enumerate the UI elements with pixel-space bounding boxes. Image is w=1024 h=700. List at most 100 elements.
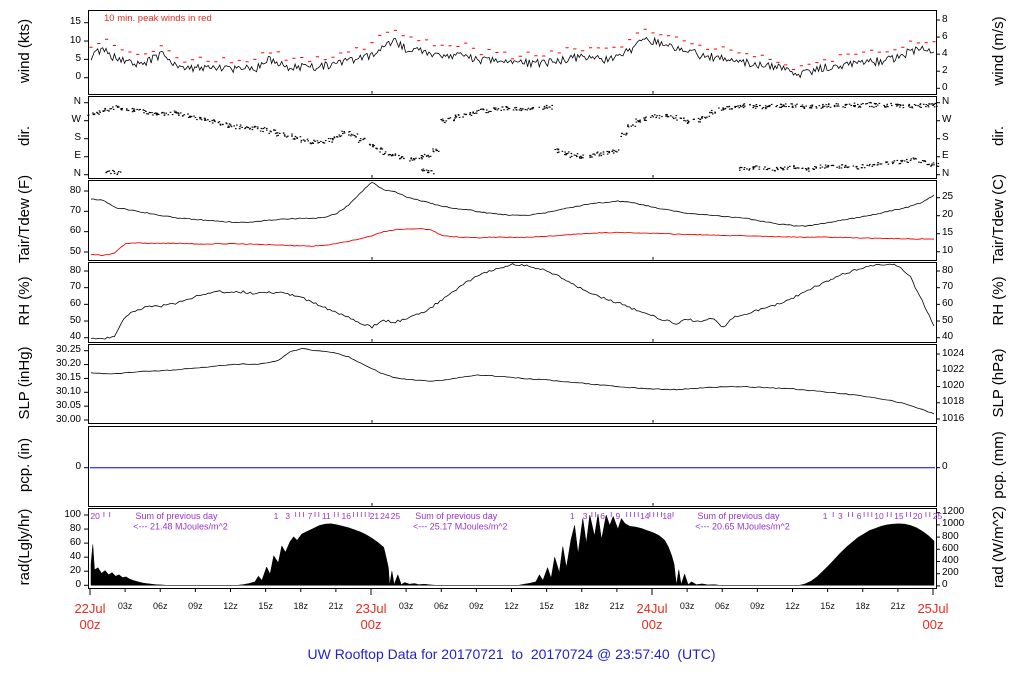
rad-cumulative-label: 14	[640, 511, 650, 521]
x-axis-hour-label: 12z	[223, 601, 238, 611]
radiation-tick-label: 400	[942, 555, 959, 566]
rad-cumulative-label: 18	[662, 511, 672, 521]
rad-cumulative-label: 10	[874, 511, 884, 521]
rad-sum-value: <--- 20.65 MJoules/m^2	[695, 522, 790, 532]
radiation-tick-label: 60	[69, 536, 81, 548]
x-axis-hour-label: 18z	[855, 601, 870, 611]
rad-cumulative-label: 24	[380, 511, 390, 521]
rad-cumulative-label: 1	[570, 511, 575, 521]
wind-tick-label: 10	[69, 34, 81, 46]
rad-sum-annotation: Sum of previous day	[135, 511, 218, 521]
pressure-tick-label: 1018	[942, 396, 965, 408]
panel-wind	[84, 10, 940, 95]
axis-title-rad-right: rad (W/m^2)	[990, 505, 1007, 589]
pressure-tick-label: 30.25	[55, 344, 81, 356]
x-axis-hour-label: 18z	[293, 601, 308, 611]
x-axis-day-label: 23Jul	[355, 601, 387, 616]
x-axis-day-hour-label: 00z	[79, 617, 101, 632]
rad-cumulative-label: 21	[370, 511, 380, 521]
radiation-tick-label: 1000	[942, 518, 965, 530]
humidity-tick-label: 50	[942, 314, 954, 326]
x-axis-hour-label: 21z	[609, 601, 625, 611]
direction-tick-label: W	[71, 114, 81, 126]
humidity-tick-label: 70	[69, 281, 81, 293]
x-axis-day-label: 25Jul	[917, 601, 949, 616]
wind-tick-label: 8	[942, 13, 948, 25]
rad-cumulative-label: 25	[933, 511, 943, 521]
rad-cumulative-label: 6	[600, 511, 605, 521]
panel-humidity	[84, 262, 940, 343]
pressure-tick-label: 30.00	[55, 413, 81, 425]
x-axis-hour-label: 15z	[820, 601, 835, 611]
rad-cumulative-label: 9	[616, 511, 621, 521]
axis-title-rad-left: rad(Lgly/hr)	[16, 508, 33, 586]
rad-cumulative-label: 6	[857, 511, 862, 521]
rad-cumulative-label: 25	[391, 511, 401, 521]
x-axis-hour-label: 12z	[785, 601, 800, 611]
humidity-plot	[84, 263, 940, 342]
direction-tick-label: E	[74, 150, 81, 162]
direction-tick-label: S	[942, 132, 949, 144]
temperature-tick-label: 60	[69, 225, 81, 237]
precipitation-tick-label: 0	[942, 461, 948, 473]
temperature-tick-label: 10	[942, 245, 954, 257]
x-axis-day-label: 22Jul	[74, 601, 106, 616]
humidity-tick-label: 40	[942, 331, 954, 343]
panel-precipitation	[84, 426, 940, 507]
pressure-tick-label: 30.10	[55, 385, 81, 397]
humidity-tick-label: 50	[69, 314, 81, 326]
wind-tick-label: 0	[75, 71, 81, 83]
radiation-tick-label: 40	[69, 550, 81, 562]
radiation-tick-label: 80	[69, 522, 81, 534]
pressure-tick-label: 1020	[942, 380, 965, 391]
humidity-tick-label: 60	[69, 297, 81, 309]
x-axis-hour-label: 21z	[890, 601, 906, 611]
direction-tick-label: N	[73, 96, 81, 108]
temperature-tick-label: 80	[69, 184, 81, 196]
wind-tick-label: 5	[75, 52, 81, 64]
precipitation-plot	[84, 467, 940, 506]
radiation-tick-label: 600	[942, 542, 959, 554]
radiation-tick-label: 0	[942, 579, 948, 591]
rad-sum-value: <--- 21.48 MJoules/m^2	[133, 522, 228, 532]
radiation-tick-label: 1200	[942, 506, 965, 518]
humidity-tick-label: 40	[69, 331, 81, 343]
x-axis-hour-label: 06z	[152, 601, 168, 611]
temperature-tick-label: 15	[942, 227, 954, 239]
x-axis-hour-label: 03z	[398, 601, 414, 611]
wind-tick-label: 4	[942, 47, 948, 59]
direction-tick-label: N	[73, 168, 81, 180]
temperature-tick-label: 25	[942, 191, 954, 203]
temperature-plot	[84, 181, 940, 260]
humidity-tick-label: 60	[942, 297, 954, 309]
temperature-tick-label: 70	[69, 204, 81, 216]
chart-title: UW Rooftop Data for 20170721 to 20170724…	[307, 646, 716, 662]
rad-cumulative-label: 20	[913, 511, 923, 521]
rad-sum-annotation: Sum of previous day	[697, 511, 780, 521]
radiation-tick-label: 100	[64, 508, 81, 520]
rad-sum-value: <--- 25.17 MJoules/m^2	[413, 522, 508, 532]
pressure-tick-label: 1016	[942, 412, 965, 424]
x-axis-ticks	[89, 588, 934, 595]
x-axis-hour-label: 12z	[504, 601, 519, 611]
x-axis-hour-label: 15z	[258, 601, 273, 611]
rad-sum-annotation: Sum of previous day	[415, 511, 498, 521]
pressure-tick-label: 30.15	[55, 371, 81, 383]
x-axis-hour-label: 03z	[679, 601, 695, 611]
humidity-tick-label: 80	[942, 264, 954, 276]
panel-radiation: 20 1 3 7 11 16 21 24 25 1 3 6 9 14 18 1 3 6 10 15 20 25 Sum of…	[84, 508, 943, 589]
peak-winds-note: 10 min. peak winds in red	[104, 13, 212, 24]
direction-tick-label: N	[942, 96, 950, 108]
rad-cumulative-label: 1	[823, 511, 828, 521]
wind-plot	[84, 19, 940, 94]
direction-tick-label: E	[942, 150, 949, 162]
radiation-tick-label: 800	[942, 530, 959, 542]
rad-cumulative-label: 3	[285, 511, 290, 521]
x-axis-hour-label: 03z	[117, 601, 133, 611]
x-axis-day-hour-label: 00z	[641, 617, 663, 632]
x-axis-hour-label: 06z	[433, 601, 449, 611]
x-axis-hour-label: 15z	[539, 601, 554, 611]
direction-tick-label: W	[942, 114, 952, 126]
pressure-tick-label: 30.20	[55, 358, 81, 370]
radiation-tick-label: 200	[942, 567, 959, 579]
